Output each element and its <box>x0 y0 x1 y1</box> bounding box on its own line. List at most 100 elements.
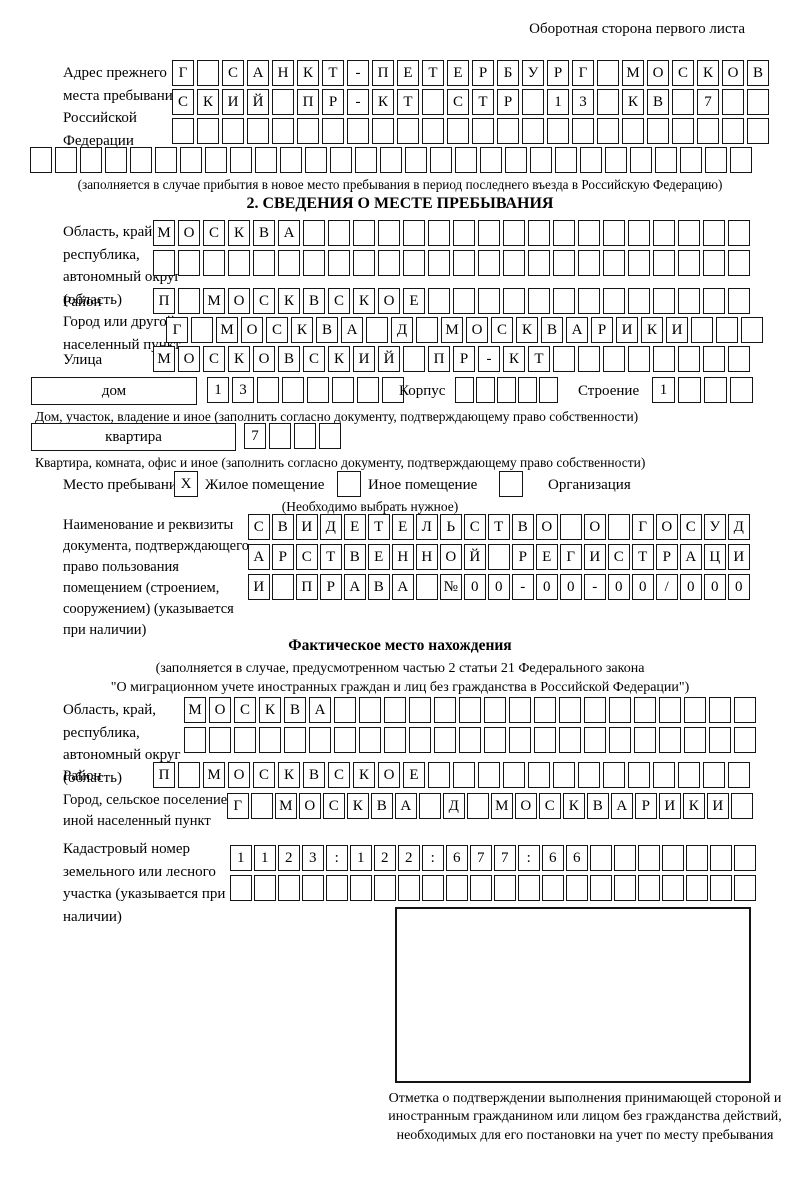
char-box[interactable] <box>259 727 281 753</box>
confirmation-mark-box[interactable] <box>395 907 751 1083</box>
char-box[interactable]: Т <box>472 89 494 115</box>
char-box[interactable]: С <box>328 288 350 314</box>
char-box[interactable]: : <box>326 845 348 871</box>
char-box[interactable]: О <box>209 697 231 723</box>
char-box[interactable]: Б <box>497 60 519 86</box>
char-box[interactable]: А <box>611 793 633 819</box>
char-box[interactable] <box>542 875 564 901</box>
char-box[interactable] <box>678 220 700 246</box>
char-box[interactable] <box>380 147 402 173</box>
char-box[interactable]: М <box>622 60 644 86</box>
char-box[interactable]: Й <box>378 346 400 372</box>
char-box[interactable]: Р <box>656 544 678 570</box>
char-box[interactable] <box>709 727 731 753</box>
char-box[interactable]: К <box>297 60 319 86</box>
char-box[interactable]: Н <box>272 60 294 86</box>
char-box[interactable]: 6 <box>542 845 564 871</box>
char-box[interactable]: Г <box>572 60 594 86</box>
char-box[interactable] <box>638 875 660 901</box>
char-box[interactable]: С <box>253 762 275 788</box>
char-box[interactable] <box>553 346 575 372</box>
char-box[interactable]: О <box>253 346 275 372</box>
char-box[interactable]: С <box>266 317 288 343</box>
char-box[interactable]: С <box>447 89 469 115</box>
char-box[interactable] <box>480 147 502 173</box>
char-box[interactable]: А <box>392 574 414 600</box>
char-box[interactable]: Р <box>497 89 519 115</box>
char-box[interactable] <box>197 118 219 144</box>
char-box[interactable] <box>684 697 706 723</box>
char-box[interactable] <box>730 147 752 173</box>
char-box[interactable] <box>734 875 756 901</box>
char-box[interactable] <box>528 220 550 246</box>
char-box[interactable] <box>509 727 531 753</box>
char-box[interactable]: О <box>299 793 321 819</box>
char-box[interactable] <box>709 697 731 723</box>
char-box[interactable] <box>584 697 606 723</box>
char-box[interactable] <box>353 220 375 246</box>
char-box[interactable]: С <box>253 288 275 314</box>
char-box[interactable]: С <box>672 60 694 86</box>
stay-type-checkbox-other-premises[interactable] <box>337 471 361 497</box>
char-box[interactable] <box>704 377 727 403</box>
char-box[interactable] <box>30 147 52 173</box>
char-box[interactable]: С <box>222 60 244 86</box>
char-box[interactable] <box>203 250 225 276</box>
char-box[interactable] <box>446 875 468 901</box>
char-box[interactable] <box>534 727 556 753</box>
char-box[interactable]: К <box>641 317 663 343</box>
char-box[interactable] <box>530 147 552 173</box>
char-box[interactable]: В <box>303 762 325 788</box>
char-box[interactable]: И <box>728 544 750 570</box>
char-box[interactable] <box>197 60 219 86</box>
char-box[interactable]: В <box>253 220 275 246</box>
char-box[interactable]: Л <box>416 514 438 540</box>
char-box[interactable] <box>409 697 431 723</box>
char-box[interactable]: В <box>371 793 393 819</box>
char-box[interactable]: - <box>478 346 500 372</box>
char-box[interactable] <box>678 346 700 372</box>
char-box[interactable]: - <box>584 574 606 600</box>
char-box[interactable] <box>416 574 438 600</box>
char-box[interactable] <box>405 147 427 173</box>
char-box[interactable] <box>228 250 250 276</box>
char-box[interactable] <box>578 250 600 276</box>
char-box[interactable]: С <box>296 544 318 570</box>
char-box[interactable] <box>278 875 300 901</box>
char-box[interactable] <box>434 727 456 753</box>
char-box[interactable] <box>205 147 227 173</box>
char-box[interactable]: О <box>378 762 400 788</box>
char-box[interactable] <box>272 574 294 600</box>
char-box[interactable] <box>605 147 627 173</box>
char-box[interactable] <box>303 220 325 246</box>
char-box[interactable]: К <box>683 793 705 819</box>
char-box[interactable] <box>628 288 650 314</box>
char-box[interactable]: М <box>491 793 513 819</box>
char-box[interactable]: И <box>659 793 681 819</box>
char-box[interactable] <box>609 727 631 753</box>
char-box[interactable]: : <box>422 845 444 871</box>
char-box[interactable] <box>488 544 510 570</box>
char-box[interactable]: 0 <box>536 574 558 600</box>
char-box[interactable] <box>608 514 630 540</box>
char-box[interactable]: 1 <box>652 377 675 403</box>
char-box[interactable] <box>710 875 732 901</box>
char-box[interactable]: К <box>347 793 369 819</box>
char-box[interactable] <box>180 147 202 173</box>
char-box[interactable] <box>747 118 769 144</box>
char-box[interactable] <box>178 288 200 314</box>
char-box[interactable]: Е <box>397 60 419 86</box>
char-box[interactable] <box>255 147 277 173</box>
char-box[interactable]: Т <box>632 544 654 570</box>
char-box[interactable]: О <box>515 793 537 819</box>
char-box[interactable] <box>294 423 316 449</box>
char-box[interactable] <box>678 377 701 403</box>
char-box[interactable]: П <box>372 60 394 86</box>
char-box[interactable]: П <box>297 89 319 115</box>
char-box[interactable] <box>653 288 675 314</box>
char-box[interactable] <box>731 793 753 819</box>
char-box[interactable] <box>282 377 304 403</box>
char-box[interactable] <box>322 118 344 144</box>
char-box[interactable]: В <box>344 544 366 570</box>
char-box[interactable] <box>609 697 631 723</box>
